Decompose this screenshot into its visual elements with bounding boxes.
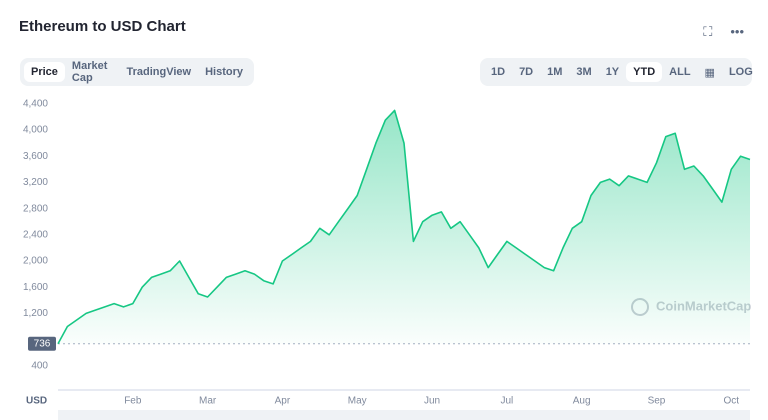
- reference-badge: [28, 336, 56, 351]
- tab[interactable]: TradingView: [126, 66, 192, 78]
- chart-title: Ethereum to USD Chart: [19, 18, 186, 35]
- y-tick-label: 2,000: [23, 256, 48, 267]
- y-tick-label: 3,600: [23, 151, 48, 162]
- range-button[interactable]: 1M: [547, 66, 563, 78]
- range-button[interactable]: 3M: [576, 66, 592, 78]
- x-tick-label: Mar: [199, 396, 217, 407]
- tab[interactable]: Price: [24, 62, 65, 82]
- reference-label: 736: [34, 338, 51, 349]
- x-tick-label: Feb: [124, 396, 142, 407]
- x-tick-label: Apr: [275, 396, 291, 407]
- range-button[interactable]: LOG: [728, 66, 753, 78]
- y-tick-label: 4,400: [23, 98, 48, 109]
- range-button[interactable]: 7D: [519, 66, 534, 78]
- fullscreen-icon[interactable]: ⛶: [703, 24, 713, 39]
- toolbar-icons: ⛶ •••: [703, 24, 744, 40]
- more-icon[interactable]: •••: [730, 24, 744, 39]
- x-tick-label: Jun: [424, 396, 440, 407]
- price-line: [57, 109, 751, 345]
- x-tick-label: Oct: [724, 396, 740, 407]
- y-tick-label: 400: [31, 360, 48, 371]
- y-axis-label: USD: [26, 396, 47, 407]
- range-button[interactable]: 1Y: [605, 66, 620, 78]
- range-bar: 1D 7D 1M 3M 1Y YTD ALL ▦ LOG: [480, 58, 753, 86]
- navigator: [58, 410, 750, 420]
- y-tick-label: 3,200: [23, 177, 48, 188]
- y-tick-label: 1,600: [23, 282, 48, 293]
- range-button[interactable]: 1D: [491, 66, 506, 78]
- x-tick-label: Aug: [573, 396, 591, 407]
- y-tick-label: 2,400: [23, 229, 48, 240]
- y-tick-label: 2,800: [23, 203, 48, 214]
- y-tick-label: 4,000: [23, 125, 48, 136]
- x-tick-label: Jul: [500, 396, 513, 407]
- calendar-button[interactable]: ▦: [704, 66, 715, 79]
- x-tick-label: May: [348, 396, 367, 407]
- range-button[interactable]: YTD: [626, 62, 663, 82]
- range-button[interactable]: ALL: [669, 66, 691, 78]
- x-tick-label: Sep: [648, 396, 666, 407]
- area-fill: [58, 110, 750, 344]
- y-tick-label: 1,200: [23, 308, 48, 319]
- tab[interactable]: History: [205, 66, 243, 78]
- tab[interactable]: Market Cap: [71, 60, 108, 84]
- tab-bar: Price Market Cap TradingView History: [20, 58, 254, 86]
